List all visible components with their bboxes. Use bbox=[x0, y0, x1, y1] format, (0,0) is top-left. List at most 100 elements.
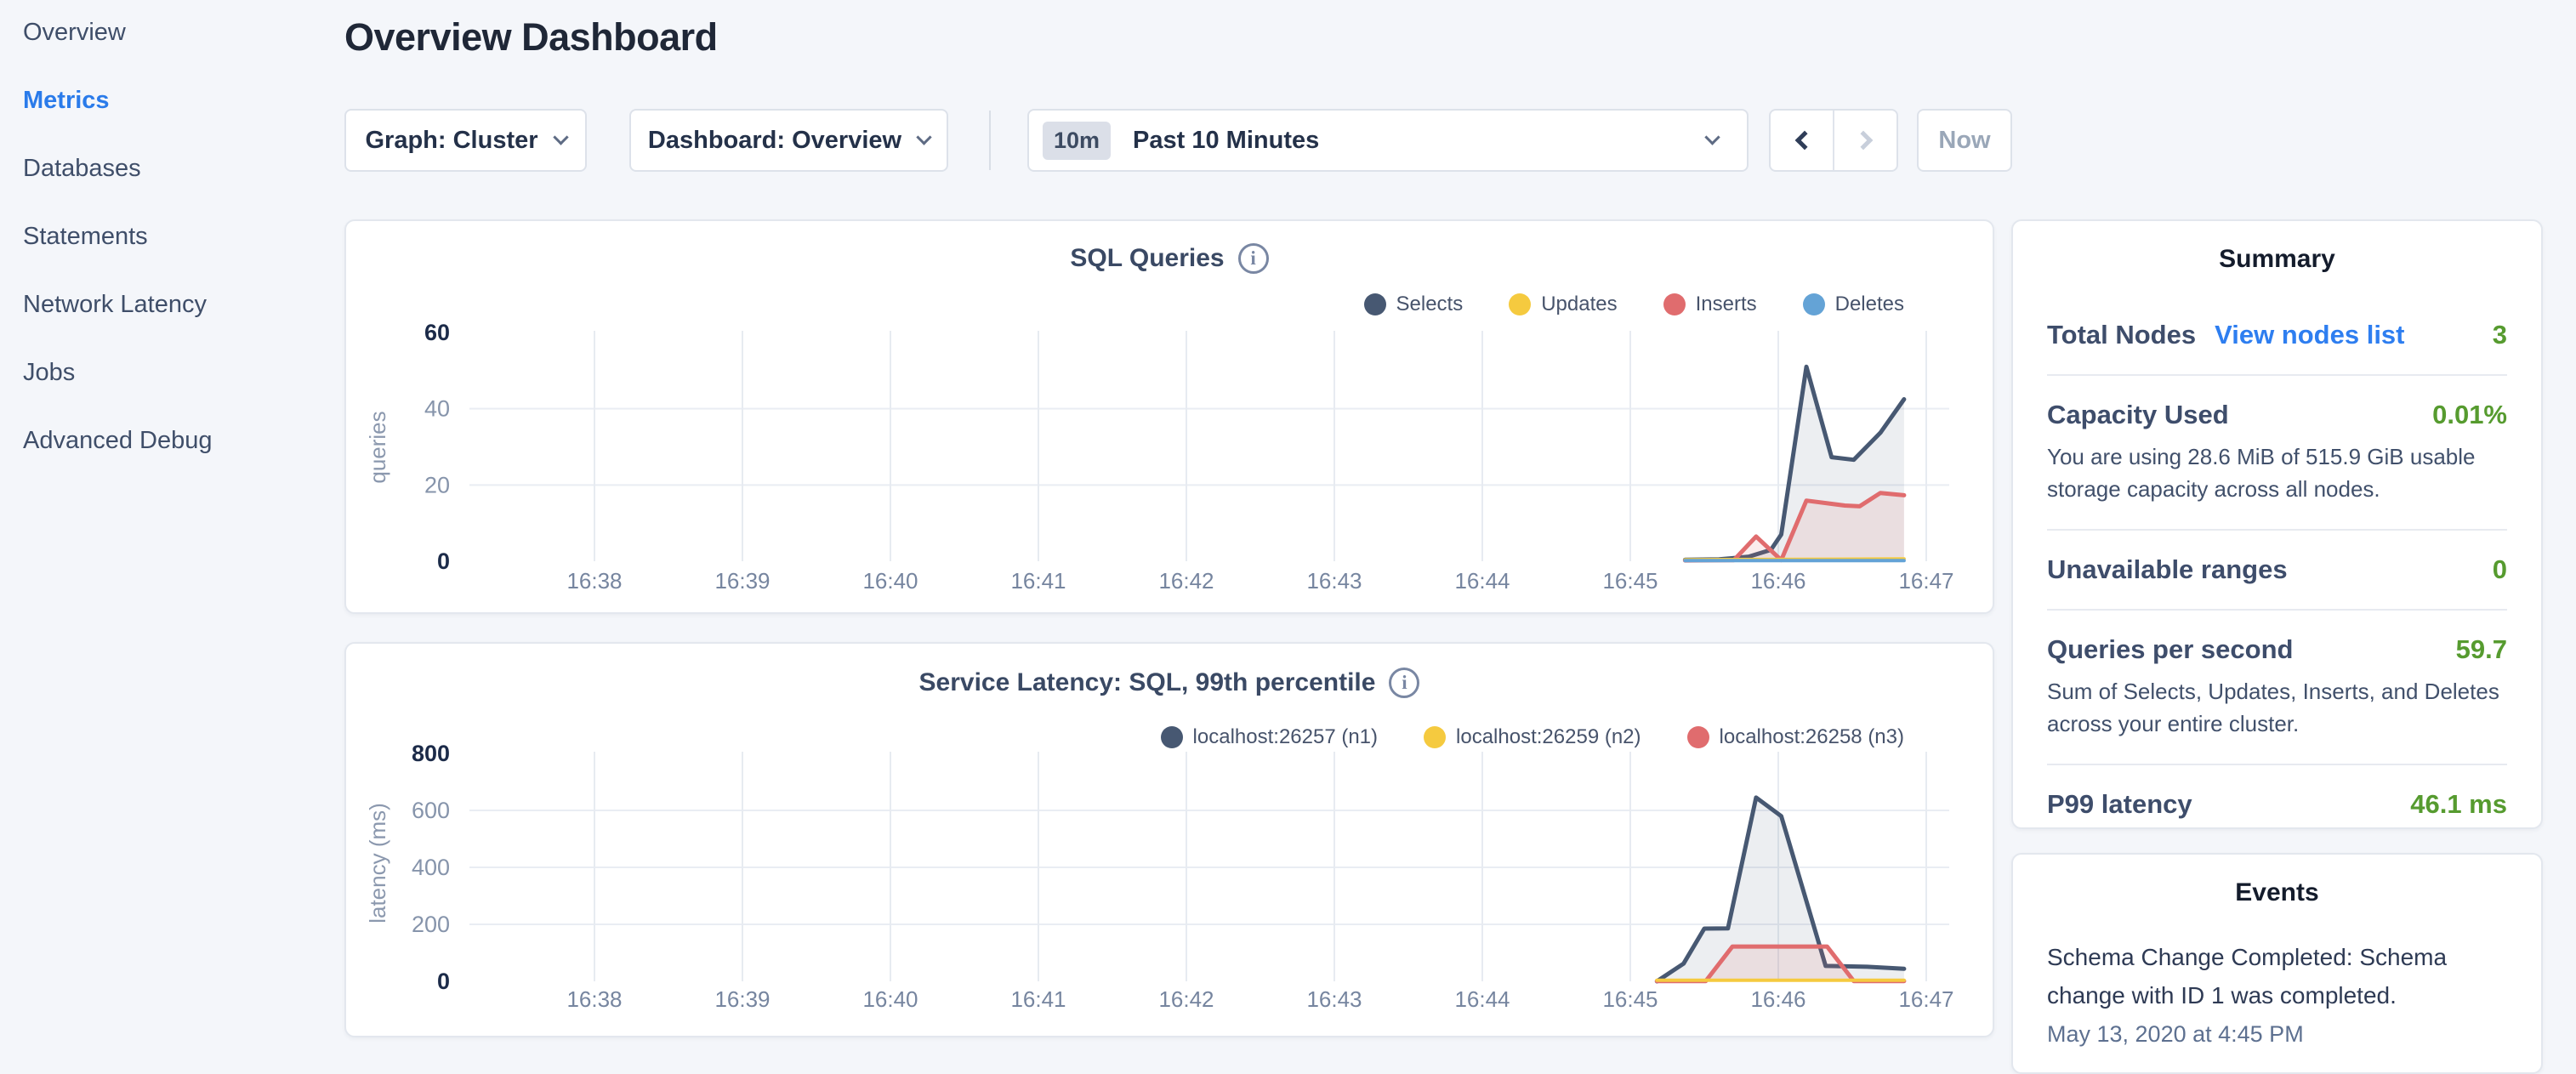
summary-panel: Summary Total Nodes View nodes list 3 Ca… bbox=[2011, 219, 2543, 829]
legend-label: localhost:26257 (n1) bbox=[1192, 725, 1379, 748]
svg-text:400: 400 bbox=[412, 855, 450, 880]
chart-title-row: SQL Queries i bbox=[346, 243, 1993, 274]
dashboard-dropdown[interactable]: Dashboard: Overview bbox=[629, 109, 948, 172]
summary-row-total-nodes: Total Nodes View nodes list 3 bbox=[2047, 296, 2507, 374]
svg-text:16:43: 16:43 bbox=[1306, 986, 1362, 1012]
chevron-down-icon bbox=[916, 128, 932, 145]
total-nodes-label: Total Nodes bbox=[2047, 320, 2197, 349]
svg-text:0: 0 bbox=[437, 548, 450, 574]
svg-text:16:47: 16:47 bbox=[1898, 986, 1953, 1012]
time-range-dropdown[interactable]: 10m Past 10 Minutes bbox=[1027, 109, 1749, 172]
legend-label: Inserts bbox=[1695, 293, 1757, 315]
qps-label: Queries per second bbox=[2047, 634, 2294, 664]
svg-text:16:38: 16:38 bbox=[566, 986, 622, 1012]
legend-item[interactable]: Deletes bbox=[1802, 293, 1904, 316]
sidebar-item-jobs[interactable]: Jobs bbox=[23, 359, 76, 386]
view-nodes-list-link[interactable]: View nodes list bbox=[2215, 320, 2405, 349]
now-button[interactable]: Now bbox=[1917, 109, 2012, 172]
svg-text:16:39: 16:39 bbox=[714, 986, 770, 1012]
sql-queries-chart[interactable]: 16:38 16:39 16:40 16:41 16:42 16:43 16:44 16:45… bbox=[346, 221, 1996, 616]
service-latency-card: 16:38 16:39 16:40 16:41 16:42 16:43 16:44 16:45… bbox=[344, 642, 1994, 1037]
summary-row-qps: Queries per second 59.7 Sum of Selects, … bbox=[2047, 609, 2507, 764]
event-list-item[interactable]: Schema Change Completed: Schema change w… bbox=[2047, 938, 2507, 1048]
sidebar-item-overview[interactable]: Overview bbox=[23, 19, 126, 46]
events-panel: Events Schema Change Completed: Schema c… bbox=[2011, 853, 2543, 1074]
svg-text:16:46: 16:46 bbox=[1750, 986, 1805, 1012]
capacity-value: 0.01% bbox=[2432, 400, 2507, 429]
time-range-label: Past 10 Minutes bbox=[1133, 126, 1320, 154]
capacity-label: Capacity Used bbox=[2047, 400, 2229, 429]
legend-label: localhost:26259 (n2) bbox=[1456, 725, 1641, 748]
service-latency-chart[interactable]: 16:38 16:39 16:40 16:41 16:42 16:43 16:44 16:45… bbox=[346, 644, 1996, 1039]
svg-text:16:38: 16:38 bbox=[566, 568, 622, 594]
legend-dot-icon bbox=[1686, 726, 1709, 748]
summary-row-capacity: Capacity Used 0.01% You are using 28.6 M… bbox=[2047, 374, 2507, 529]
info-icon[interactable]: i bbox=[1237, 243, 1269, 274]
qps-value: 59.7 bbox=[2455, 634, 2507, 664]
svg-text:16:43: 16:43 bbox=[1306, 568, 1362, 594]
toolbar-divider bbox=[989, 111, 991, 170]
p99-latency-label: P99 latency bbox=[2047, 789, 2192, 819]
chart-legend: Selects Updates Inserts Deletes bbox=[1363, 293, 1904, 316]
time-next-button[interactable] bbox=[1834, 111, 1896, 170]
sidebar-item-statements[interactable]: Statements bbox=[23, 223, 148, 250]
svg-text:40: 40 bbox=[424, 396, 450, 422]
legend-dot-icon bbox=[1424, 726, 1447, 748]
chevron-left-icon bbox=[1794, 130, 1814, 151]
chart-title-row: Service Latency: SQL, 99th percentile i bbox=[346, 668, 1993, 698]
chart-legend: localhost:26257 (n1) localhost:26259 (n2)… bbox=[1160, 725, 1904, 749]
svg-text:16:40: 16:40 bbox=[862, 986, 918, 1012]
svg-text:16:41: 16:41 bbox=[1010, 568, 1066, 594]
legend-item[interactable]: localhost:26257 (n1) bbox=[1160, 725, 1379, 749]
svg-text:16:39: 16:39 bbox=[714, 568, 770, 594]
sidebar-item-metrics[interactable]: Metrics bbox=[23, 87, 110, 114]
graph-dropdown-label: Graph: Cluster bbox=[365, 126, 538, 154]
legend-item[interactable]: Selects bbox=[1363, 293, 1463, 316]
time-prev-button[interactable] bbox=[1771, 111, 1834, 170]
summary-title: Summary bbox=[2219, 245, 2335, 273]
legend-item[interactable]: Inserts bbox=[1663, 293, 1757, 316]
legend-item[interactable]: localhost:26259 (n2) bbox=[1424, 725, 1641, 749]
legend-dot-icon bbox=[1802, 293, 1825, 315]
event-text: Schema Change Completed: Schema change w… bbox=[2047, 944, 2448, 1009]
legend-item[interactable]: Updates bbox=[1509, 293, 1618, 316]
svg-text:200: 200 bbox=[412, 912, 450, 937]
chart-title: Service Latency: SQL, 99th percentile bbox=[918, 668, 1376, 696]
legend-dot-icon bbox=[1160, 726, 1183, 748]
legend-dot-icon bbox=[1663, 293, 1686, 315]
svg-text:16:40: 16:40 bbox=[862, 568, 918, 594]
svg-text:0: 0 bbox=[437, 969, 450, 994]
svg-text:16:46: 16:46 bbox=[1750, 568, 1805, 594]
info-icon[interactable]: i bbox=[1389, 668, 1420, 698]
graph-dropdown[interactable]: Graph: Cluster bbox=[344, 109, 587, 172]
summary-row-p99: P99 latency 46.1 ms bbox=[2047, 764, 2507, 844]
svg-text:16:47: 16:47 bbox=[1898, 568, 1953, 594]
sidebar-item-network-latency[interactable]: Network Latency bbox=[23, 291, 207, 318]
total-nodes-value: 3 bbox=[2492, 320, 2507, 349]
sidebar-item-databases[interactable]: Databases bbox=[23, 155, 141, 182]
event-timestamp: May 13, 2020 at 4:45 PM bbox=[2047, 1021, 2304, 1047]
svg-text:60: 60 bbox=[424, 320, 450, 345]
legend-dot-icon bbox=[1363, 293, 1386, 315]
chevron-down-icon bbox=[1704, 128, 1720, 145]
legend-label: Deletes bbox=[1834, 293, 1904, 315]
unavailable-ranges-value: 0 bbox=[2492, 554, 2507, 584]
chevron-down-icon bbox=[552, 128, 569, 145]
time-pager bbox=[1769, 109, 1898, 172]
p99-latency-value: 46.1 ms bbox=[2410, 789, 2507, 819]
svg-text:16:44: 16:44 bbox=[1454, 568, 1510, 594]
time-range-badge: 10m bbox=[1043, 121, 1112, 160]
page-title: Overview Dashboard bbox=[344, 15, 718, 59]
summary-row-unavailable-ranges: Unavailable ranges 0 bbox=[2047, 529, 2507, 609]
chart-title: SQL Queries bbox=[1070, 244, 1225, 272]
svg-text:800: 800 bbox=[412, 741, 450, 766]
unavailable-ranges-label: Unavailable ranges bbox=[2047, 554, 2288, 584]
svg-text:16:42: 16:42 bbox=[1158, 568, 1214, 594]
now-button-label: Now bbox=[1938, 126, 1991, 154]
events-title: Events bbox=[2235, 878, 2319, 906]
svg-text:queries: queries bbox=[365, 411, 390, 483]
sidebar: Overview Metrics Databases Statements Ne… bbox=[0, 0, 323, 492]
qps-description: Sum of Selects, Updates, Inserts, and De… bbox=[2047, 679, 2499, 736]
sidebar-item-advanced-debug[interactable]: Advanced Debug bbox=[23, 427, 213, 454]
legend-item[interactable]: localhost:26258 (n3) bbox=[1686, 725, 1904, 749]
